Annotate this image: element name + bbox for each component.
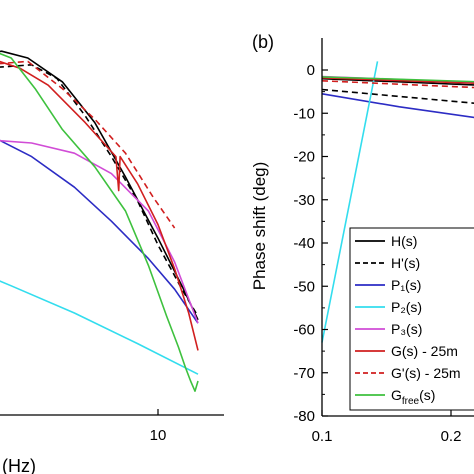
panel-b-legend-box — [349, 227, 474, 411]
panel-b-legend: H(s) H'(s) P₁(s) P₂(s) P₃(s) G(s) - 25m G'(s) … — [349, 227, 474, 411]
panel-b-legend-label-7: G'(s) - 25m — [391, 365, 461, 381]
panel-b-series-4-line — [321, 61, 379, 343]
panel-b-y-tick-label-9: -80 — [293, 408, 315, 425]
panel-b-x-tick-label-2: 0.2 — [441, 428, 462, 445]
panel-a-x-axis-label: (Hz) — [2, 456, 36, 474]
panel-b-y-tick-label-2: -10 — [293, 105, 315, 122]
panel-b-x-tick-label-1: 0.1 — [312, 428, 333, 445]
panel-a-series-5-line — [0, 139, 199, 324]
panel-b-y-tick-label-4: -30 — [293, 192, 315, 209]
panel-a-series — [0, 50, 199, 392]
panel-b: (b) 0 -10 -20 -30 -40 -50 -60 -70 -80 0.1 0.2 Pha… — [250, 32, 474, 445]
panel-a-series-8-line — [0, 52, 199, 392]
panel-b-legend-label-8: Gfree(s) — [391, 387, 435, 407]
panel-a-series-6-line — [0, 60, 199, 351]
panel-a: 10 (Hz) — [0, 50, 224, 474]
panel-a-series-4-line — [0, 280, 199, 375]
panel-b-y-tick-label-6: -50 — [293, 278, 315, 295]
panel-b-y-tick-label-7: -60 — [293, 322, 315, 339]
panel-b-legend-label-2: H'(s) — [391, 255, 420, 271]
panel-b-series-6-line — [321, 77, 474, 85]
panel-b-series-1-line — [321, 77, 474, 86]
panel-b-series-8-line — [321, 76, 474, 83]
panel-b-legend-label-1: H(s) — [391, 233, 417, 249]
panel-b-label: (b) — [252, 32, 274, 52]
panel-b-series-7-line — [321, 80, 474, 89]
panel-a-x-tick-label-1: 10 — [150, 427, 167, 444]
panel-b-legend-label-6: G(s) - 25m — [391, 343, 458, 359]
panel-b-series — [321, 61, 474, 343]
panel-a-series-2-line — [0, 64, 199, 317]
panel-a-x-ticks: 10 — [150, 409, 167, 444]
panel-b-y-tick-label-1: 0 — [307, 62, 315, 79]
panel-b-legend-label-5: P₃(s) — [391, 321, 422, 337]
panel-b-y-tick-label-3: -20 — [293, 149, 315, 166]
panel-b-y-axis-label: Phase shift (deg) — [250, 162, 269, 291]
panel-a-series-3-line — [0, 139, 199, 324]
panel-b-legend-label-4: P₂(s) — [391, 299, 422, 315]
panel-a-series-1-line — [0, 50, 199, 321]
panel-b-series-3-line — [321, 93, 474, 119]
panel-a-series-7-line — [0, 60, 176, 229]
panel-b-y-ticks: 0 -10 -20 -30 -40 -50 -60 -70 -80 — [293, 62, 328, 425]
panel-b-x-ticks: 0.1 0.2 — [312, 410, 462, 445]
panel-b-series-2-line — [321, 88, 474, 104]
panel-b-y-tick-label-5: -40 — [293, 235, 315, 252]
panel-b-y-tick-label-8: -70 — [293, 365, 315, 382]
panel-b-legend-label-3: P₁(s) — [391, 277, 421, 293]
